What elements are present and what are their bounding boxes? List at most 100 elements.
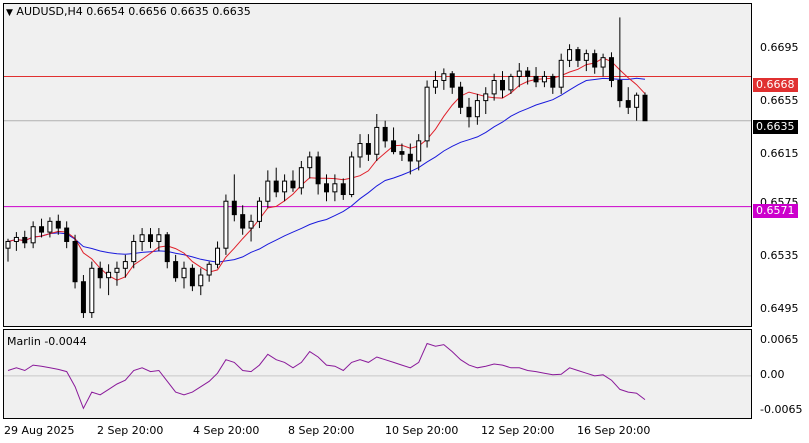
candle-body bbox=[365, 143, 371, 155]
candle-body bbox=[39, 226, 45, 233]
candle-body bbox=[391, 140, 397, 153]
candle-body bbox=[424, 86, 430, 142]
candle-body bbox=[625, 100, 631, 108]
oscillator-tick: 0.00 bbox=[760, 368, 785, 381]
candle-body bbox=[508, 75, 514, 91]
candle-body bbox=[265, 180, 271, 202]
oscillator-tick: 0.0065 bbox=[760, 333, 799, 346]
candle-body bbox=[533, 75, 539, 83]
candle-body bbox=[608, 57, 614, 81]
candle-body bbox=[516, 70, 522, 77]
candle-body bbox=[432, 79, 438, 88]
time-label: 4 Sep 20:00 bbox=[193, 424, 260, 437]
support-price-tag: 0.6571 bbox=[753, 204, 798, 218]
candle-body bbox=[399, 151, 405, 155]
candle-body bbox=[466, 106, 472, 118]
candle-body bbox=[500, 79, 506, 91]
candle-body bbox=[215, 247, 221, 265]
collapse-arrow-icon[interactable]: ▼ bbox=[6, 8, 13, 18]
candle-body bbox=[181, 267, 187, 279]
price-tick: 0.6495 bbox=[760, 302, 799, 315]
candle-body bbox=[441, 73, 447, 81]
candle-body bbox=[55, 220, 61, 229]
open-price: 0.6654 bbox=[86, 5, 125, 18]
candle-body bbox=[139, 234, 145, 242]
candle-body bbox=[5, 240, 11, 249]
candle-body bbox=[474, 100, 480, 118]
candle-body bbox=[600, 57, 606, 68]
candle-body bbox=[80, 281, 86, 314]
candle-body bbox=[156, 234, 162, 242]
candle-body bbox=[416, 140, 422, 162]
time-label: 16 Sep 20:00 bbox=[577, 424, 651, 437]
candle-body bbox=[592, 53, 598, 68]
price-tick: 0.6655 bbox=[760, 94, 799, 107]
candle-body bbox=[240, 214, 246, 229]
candle-body bbox=[575, 49, 581, 61]
candle-body bbox=[642, 94, 648, 122]
candle-body bbox=[122, 261, 128, 269]
candle-body bbox=[525, 70, 531, 77]
candle-body bbox=[22, 236, 28, 244]
candle-body bbox=[97, 267, 103, 279]
candle-body bbox=[173, 261, 179, 279]
candle-body bbox=[164, 234, 170, 263]
time-label: 2 Sep 20:00 bbox=[97, 424, 164, 437]
candle-body bbox=[89, 267, 95, 314]
oscillator-tick: -0.0065 bbox=[760, 403, 803, 416]
candle-body bbox=[231, 200, 237, 216]
candle-body bbox=[298, 167, 304, 189]
candle-body bbox=[550, 75, 556, 88]
candle-body bbox=[131, 240, 137, 263]
candle-body bbox=[307, 156, 313, 169]
candle-body bbox=[449, 73, 455, 88]
candle-body bbox=[206, 263, 212, 276]
candle-body bbox=[64, 227, 70, 242]
oscillator-line bbox=[7, 342, 646, 410]
resistance-price-tag: 0.6668 bbox=[753, 78, 798, 92]
time-label: 29 Aug 2025 bbox=[4, 424, 75, 437]
oscillator-pane[interactable] bbox=[3, 329, 752, 419]
candle-body bbox=[106, 271, 112, 279]
time-label: 12 Sep 20:00 bbox=[481, 424, 555, 437]
candle-body bbox=[583, 53, 589, 61]
candle-body bbox=[458, 86, 464, 108]
candle-body bbox=[349, 156, 355, 196]
candle-body bbox=[13, 236, 19, 242]
candle-body bbox=[315, 156, 321, 185]
candle-body bbox=[483, 93, 489, 102]
candle-body bbox=[147, 234, 153, 242]
price-tick: 0.6535 bbox=[760, 249, 799, 262]
oscillator-title: Marlin -0.0044 bbox=[7, 335, 87, 348]
candle-body bbox=[30, 226, 36, 244]
candle-body bbox=[567, 49, 573, 61]
candle-body bbox=[114, 267, 120, 273]
current-price-tag: 0.6635 bbox=[753, 120, 798, 134]
candle-body bbox=[248, 220, 254, 229]
price-tick: 0.6615 bbox=[760, 147, 799, 160]
candle-body bbox=[617, 79, 623, 102]
chart-header: ▼ AUDUSD,H4 0.6654 0.6656 0.6635 0.6635 bbox=[6, 5, 251, 18]
candle-body bbox=[634, 94, 640, 108]
candle-body bbox=[282, 180, 288, 193]
candle-body bbox=[357, 143, 363, 158]
candle-body bbox=[340, 183, 346, 196]
fast-moving-average bbox=[7, 57, 646, 281]
candle-body bbox=[256, 200, 262, 222]
low-price: 0.6635 bbox=[170, 5, 209, 18]
candle-body bbox=[541, 75, 547, 83]
price-tick: 0.6695 bbox=[760, 41, 799, 54]
candle-body bbox=[223, 200, 229, 249]
symbol-timeframe: AUDUSD,H4 bbox=[16, 5, 83, 18]
candle-body bbox=[47, 220, 53, 233]
candle-body bbox=[407, 153, 413, 162]
high-price: 0.6656 bbox=[128, 5, 167, 18]
candle-body bbox=[273, 180, 279, 193]
time-label: 8 Sep 20:00 bbox=[288, 424, 355, 437]
candle-body bbox=[558, 59, 564, 88]
candle-body bbox=[290, 180, 296, 189]
time-label: 10 Sep 20:00 bbox=[385, 424, 459, 437]
candle-body bbox=[198, 274, 204, 287]
candle-body bbox=[332, 183, 338, 193]
